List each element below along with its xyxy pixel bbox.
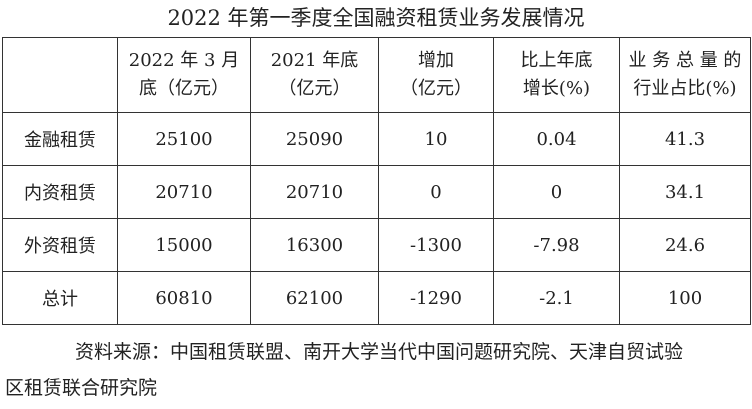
data-cell: 0 bbox=[378, 165, 494, 219]
header-line: 增加 bbox=[418, 50, 454, 71]
data-table: 2022 年 3 月底（亿元） 2021 年底 （亿元） 增加 （亿元） 比上年底增长(%… bbox=[2, 37, 751, 325]
data-cell: 25090 bbox=[250, 112, 379, 166]
data-cell: 41.3 bbox=[619, 112, 751, 166]
data-cell: -1300 bbox=[378, 218, 494, 272]
row-label: 内资租赁 bbox=[2, 165, 118, 219]
data-cell: 20710 bbox=[250, 165, 379, 219]
header-line: 2022 年 3 月 bbox=[128, 50, 240, 71]
row-label: 金融租赁 bbox=[2, 112, 118, 166]
header-cell: 2021 年底 （亿元） bbox=[250, 37, 379, 113]
table-title: 2022 年第一季度全国融资租赁业务发展情况 bbox=[167, 6, 585, 30]
header-line: 增长(%) bbox=[522, 78, 591, 99]
data-row: 金融租赁 25100 25090 10 0.04 41.3 bbox=[2, 112, 751, 166]
data-cell: 24.6 bbox=[619, 218, 751, 272]
source-note: 资料来源：中国租赁联盟、南开大学当代中国问题研究院、天津自贸试验 bbox=[75, 341, 684, 363]
data-cell: 100 bbox=[619, 271, 751, 325]
data-cell: 10 bbox=[378, 112, 494, 166]
data-row: 总计 60810 62100 -1290 -2.1 100 bbox=[2, 271, 751, 325]
data-cell: 20710 bbox=[117, 165, 251, 219]
header-row: 2022 年 3 月底（亿元） 2021 年底 （亿元） 增加 （亿元） 比上年底增长(%… bbox=[2, 37, 751, 113]
header-cell: 增加 （亿元） bbox=[378, 37, 494, 113]
data-cell: -1290 bbox=[378, 271, 494, 325]
header-line: 底（亿元） bbox=[139, 78, 229, 99]
table-body: 2022 年 3 月底（亿元） 2021 年底 （亿元） 增加 （亿元） 比上年底增长(%… bbox=[2, 37, 751, 325]
header-line: 2021 年底 bbox=[270, 50, 359, 71]
data-cell: -2.1 bbox=[493, 271, 620, 325]
data-cell: 0 bbox=[493, 165, 620, 219]
header-line: 比上年底 bbox=[520, 50, 593, 71]
header-line: 业 务 总 量 的 bbox=[628, 50, 742, 71]
row-label: 外资租赁 bbox=[2, 218, 118, 272]
data-cell: -7.98 bbox=[493, 218, 620, 272]
row-label: 总计 bbox=[2, 271, 118, 325]
header-cell: 2022 年 3 月底（亿元） bbox=[117, 37, 251, 113]
data-cell: 15000 bbox=[117, 218, 251, 272]
header-line: （亿元） bbox=[400, 78, 472, 99]
header-cell: 比上年底增长(%) bbox=[493, 37, 620, 113]
data-cell: 25100 bbox=[117, 112, 251, 166]
data-cell: 62100 bbox=[250, 271, 379, 325]
header-cell bbox=[2, 37, 118, 113]
header-line: （亿元） bbox=[278, 78, 351, 99]
data-cell: 16300 bbox=[250, 218, 379, 272]
header-line: 行业占比(%) bbox=[633, 78, 737, 99]
data-row: 内资租赁 20710 20710 0 0 34.1 bbox=[2, 165, 751, 219]
source-note: 区租赁联合研究院 bbox=[5, 377, 158, 399]
data-row: 外资租赁 15000 16300 -1300 -7.98 24.6 bbox=[2, 218, 751, 272]
data-cell: 0.04 bbox=[493, 112, 620, 166]
data-cell: 34.1 bbox=[619, 165, 751, 219]
header-cell: 业 务 总 量 的行业占比(%) bbox=[619, 37, 751, 113]
data-cell: 60810 bbox=[117, 271, 251, 325]
